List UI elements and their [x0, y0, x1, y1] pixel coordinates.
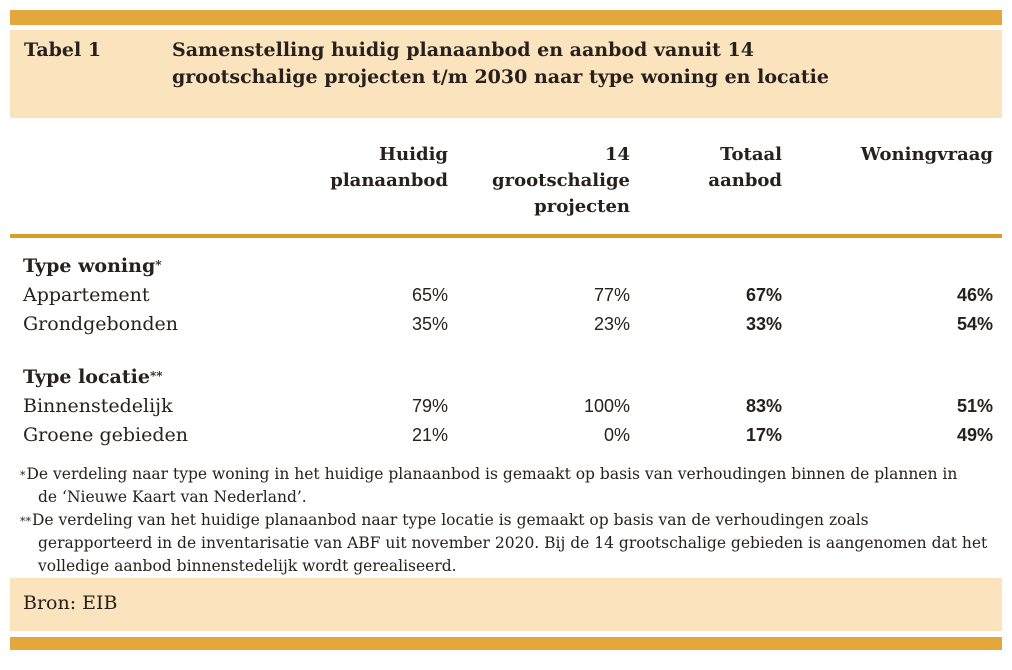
row-label: Appartement: [23, 284, 150, 306]
cell-value: 49%: [956, 425, 993, 445]
footnote-text: gerapporteerd in de inventarisatie van A…: [38, 534, 988, 552]
cell-value: 17%: [745, 425, 782, 445]
section-spacer: [23, 339, 993, 363]
source-band: Bron: EIB: [10, 578, 1002, 631]
column-header-14-grootschalige-projecten: 14 grootschalige projecten: [492, 144, 630, 217]
cell-value: 46%: [956, 285, 993, 305]
cell-value: 51%: [956, 396, 993, 416]
cell-value: 65%: [411, 285, 448, 305]
cell-value: 77%: [593, 285, 630, 305]
row-label: Groene gebieden: [23, 424, 188, 446]
header-divider-rule: [10, 234, 1002, 238]
column-header-woningvraag: Woningvraag: [860, 144, 993, 165]
footnote-1: *De verdeling naar type woning in het hu…: [10, 463, 1002, 509]
table-title: Samenstelling huidig planaanbod en aanbo…: [172, 39, 829, 88]
table-content: Huidig planaanbod 14 grootschalige proje…: [23, 142, 993, 220]
footnote-marker: **: [149, 369, 163, 383]
footnote-2: **De verdeling van het huidige planaanbo…: [10, 509, 1002, 578]
cell-value: 33%: [745, 314, 782, 334]
section-header-type-locatie: Type locatie**: [23, 366, 163, 388]
bottom-accent-bar: [10, 637, 1002, 650]
column-header-totaal-aanbod: Totaal aanbod: [708, 144, 782, 191]
cell-value: 21%: [411, 425, 448, 445]
cell-value: 83%: [745, 396, 782, 416]
cell-value: 100%: [583, 396, 630, 416]
cell-value: 54%: [956, 314, 993, 334]
table-caption-band: Tabel 1 Samenstelling huidig planaanbod …: [10, 30, 1002, 118]
cell-value: 79%: [411, 396, 448, 416]
table-body-wrap: Type woning* Appartement 65% 77% 67% 46%…: [23, 252, 993, 450]
cell-value: 23%: [593, 314, 630, 334]
row-label: Binnenstedelijk: [23, 395, 173, 417]
cell-value: 67%: [745, 285, 782, 305]
column-header-huidig-planaanbod: Huidig planaanbod: [330, 144, 448, 191]
top-accent-bar: [10, 10, 1002, 25]
section-header-type-woning: Type woning*: [23, 255, 162, 277]
source-text: Bron: EIB: [23, 592, 118, 614]
footnote-marker: **: [20, 515, 31, 528]
report-table-figure: Tabel 1 Samenstelling huidig planaanbod …: [0, 10, 1012, 670]
column-header-empty: [23, 142, 293, 220]
footnote-marker: *: [155, 258, 162, 272]
cell-value: 0%: [603, 425, 630, 445]
table-header-row: Huidig planaanbod 14 grootschalige proje…: [23, 142, 993, 220]
footnote-marker: *: [20, 469, 26, 482]
footnote-text: De verdeling naar type woning in het hui…: [26, 465, 958, 483]
footnotes: *De verdeling naar type woning in het hu…: [10, 463, 1002, 578]
table-number: Tabel 1: [24, 39, 102, 61]
cell-value: 35%: [411, 314, 448, 334]
footnote-text: volledige aanbod binnenstedelijk wordt g…: [38, 557, 457, 575]
row-label: Grondgebonden: [23, 313, 178, 335]
footnote-text: De verdeling van het huidige planaanbod …: [32, 511, 869, 529]
table-body: Type woning* Appartement 65% 77% 67% 46%…: [23, 252, 993, 450]
footnote-text: de ‘Nieuwe Kaart van Nederland’.: [38, 488, 307, 506]
